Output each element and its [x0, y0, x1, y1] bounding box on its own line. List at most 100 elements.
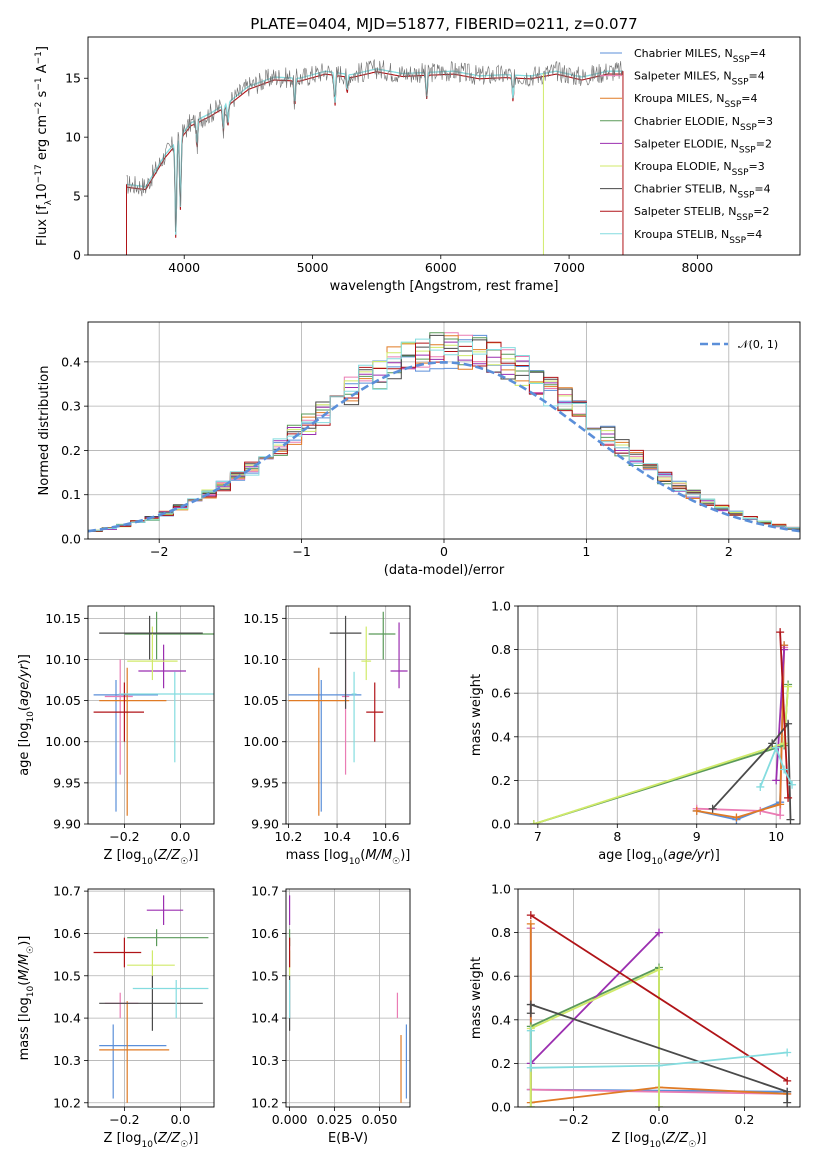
label-part: )]	[188, 1131, 198, 1146]
x-tick-label: 0.0	[649, 1112, 669, 1127]
weight-marker	[772, 743, 781, 752]
label-part: 10	[141, 857, 153, 867]
label-part: 10	[141, 1140, 153, 1150]
label-part: Salpeter STELIB, N	[634, 205, 736, 218]
weight-marker	[784, 793, 793, 802]
weight-marker	[526, 1026, 535, 1035]
errorbar-salpeter-stelib	[366, 682, 384, 742]
label-part: ☉	[180, 857, 188, 867]
legend-label: Chabrier STELIB, NSSP=4	[634, 183, 771, 201]
label-part: )]	[17, 936, 32, 946]
label-part: mass [log	[286, 848, 349, 863]
y-tick-label: 9.90	[251, 817, 279, 832]
weight-marker	[732, 813, 741, 822]
label-part: ☉	[26, 946, 36, 954]
label-part: (	[663, 848, 668, 863]
weight-line	[711, 721, 792, 820]
x-tick-label: 0.0	[170, 1112, 190, 1127]
label-part: Salpeter ELODIE, N	[634, 137, 739, 150]
chart-title: PLATE=0404, MJD=51877, FIBERID=0211, z=0…	[250, 15, 637, 33]
weight-series-chabrier-stelib	[708, 719, 795, 824]
x-tick-label: 10.2	[275, 829, 303, 844]
weight-marker	[692, 806, 701, 815]
weight-series-salpeter-elodie	[526, 928, 663, 1068]
y-tick-label: 10	[65, 130, 81, 145]
y-tick-label: 9.90	[53, 817, 81, 832]
y-tick-label: 5	[73, 189, 81, 204]
errorbar-chabrier-elodie	[368, 611, 396, 660]
weight-marker	[756, 782, 765, 791]
axes-frame	[285, 888, 411, 1108]
x-tick-label: 6000	[425, 260, 457, 275]
errorbar-chabrier-stelib	[99, 615, 203, 660]
weight-marker	[526, 911, 535, 920]
label-part: age [log	[17, 723, 32, 776]
y-tick-label: 0.0	[491, 817, 511, 832]
label-part: mass [log	[17, 997, 32, 1060]
y-axis-label: mass [log10(M/M☉)]	[17, 936, 36, 1061]
label-part: SSP	[732, 78, 749, 88]
x-tick-label: 10.6	[372, 829, 400, 844]
label-part: ☉	[392, 857, 400, 867]
label-part: M/M	[17, 954, 32, 981]
y-tick-label: 10.5	[53, 968, 81, 983]
label-part: Salpeter MILES, N	[634, 70, 732, 83]
label-part: =2	[753, 205, 769, 218]
axes-frame	[517, 605, 801, 825]
y-tick-label: 0.4	[61, 354, 81, 369]
x-tick-label: 5000	[297, 260, 329, 275]
label-part: =3	[757, 115, 773, 128]
label-part: Kroupa STELIB, N	[634, 228, 729, 241]
label-part: 10	[26, 711, 36, 723]
weight-marker	[655, 928, 663, 937]
y-axis-label: Flux [fλ10−17 erg cm−2 s−1 A−1]	[34, 46, 54, 246]
label-part: Kroupa MILES, N	[634, 92, 724, 105]
y-tick-label: 0.1	[61, 487, 81, 502]
errorbar-kroupa-miles	[288, 667, 350, 816]
plot-area	[93, 611, 214, 816]
x-tick-label: 4000	[168, 260, 200, 275]
legend-label: Kroupa STELIB, NSSP=4	[634, 228, 762, 246]
label-part: (	[17, 706, 32, 711]
y-tick-label: 10.5	[251, 968, 279, 983]
label-part: Kroupa ELODIE, N	[634, 160, 732, 173]
weight-series-chabrier-miles	[692, 641, 789, 824]
x-tick-label: 0.025	[317, 1112, 353, 1127]
label-part: Flux [f	[35, 205, 50, 246]
errorbar-kroupa-stelib	[351, 671, 357, 763]
weight-marker	[708, 804, 717, 813]
x-tick-label: −0.2	[109, 1112, 139, 1127]
axes-mass_vs_Z: −0.2 0.010.210.310.410.510.610.7Z [log10(…	[17, 884, 215, 1150]
label-part: )]	[710, 848, 720, 863]
y-tick-label: 0.2	[491, 1056, 511, 1071]
axes-spectrum: 4000 5000 6000 7000 8000 0 5 10 15 wavelength [An…	[34, 36, 801, 294]
weight-line	[529, 1003, 789, 1103]
weight-marker	[776, 811, 785, 820]
label-part: Chabrier MILES, N	[634, 47, 733, 60]
x-axis-label: Z [log10(Z/Z☉)]	[104, 848, 199, 867]
legend-label: Chabrier ELODIE, NSSP=3	[634, 115, 773, 133]
x-tick-label: 7000	[553, 260, 585, 275]
label-part: Chabrier STELIB, N	[634, 183, 738, 196]
x-tick-label: 1	[582, 544, 590, 559]
label-part: =2	[756, 137, 772, 150]
y-tick-label: 1.0	[491, 599, 511, 614]
y-tick-label: 0	[73, 248, 81, 263]
label-part: SSP	[724, 100, 741, 110]
x-tick-label: 10.4	[323, 829, 351, 844]
legend-label: Salpeter MILES, NSSP=4	[634, 70, 765, 88]
model-spectrum-salpeter-stelib	[126, 71, 623, 238]
y-tick-label: 10.7	[53, 884, 81, 899]
x-tick-label: 10	[768, 829, 784, 844]
weight-marker	[783, 1048, 792, 1057]
histogram-salpeter-stelib	[88, 341, 800, 532]
errorbar-salpeter-elodie	[146, 895, 184, 925]
y-tick-label: 10.3	[251, 1053, 279, 1068]
errorbar-kroupa-miles	[99, 1001, 170, 1103]
x-tick-label: 8000	[681, 260, 713, 275]
y-tick-label: 9.95	[251, 775, 279, 790]
plot-area	[529, 628, 797, 824]
y-tick-label: 10.10	[243, 652, 279, 667]
y-tick-label: 10.3	[53, 1053, 81, 1068]
